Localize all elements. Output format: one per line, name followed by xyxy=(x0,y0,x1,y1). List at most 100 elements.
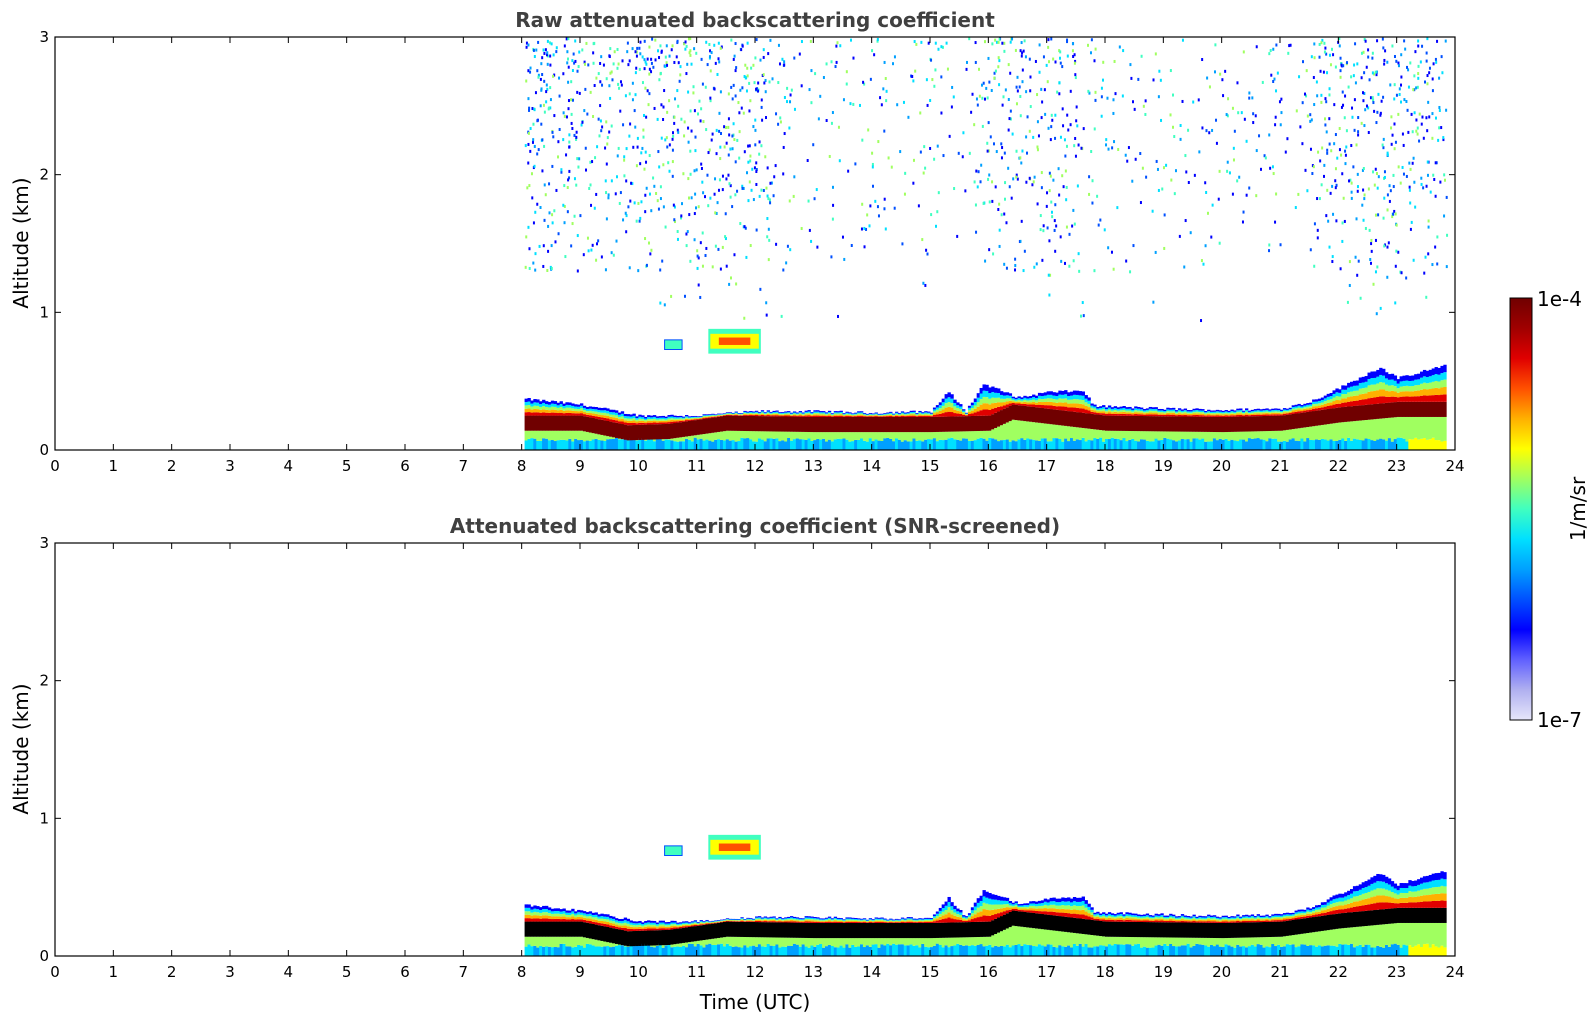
noise-speckle xyxy=(536,119,539,123)
heat-cell xyxy=(533,908,537,912)
noise-speckle xyxy=(1286,137,1289,141)
heat-cell xyxy=(1309,439,1313,450)
heat-cell xyxy=(1096,438,1100,450)
noise-speckle xyxy=(764,116,767,120)
heat-cell xyxy=(1367,404,1371,420)
noise-speckle xyxy=(701,180,704,184)
x-tick-label: 13 xyxy=(804,457,823,475)
heat-cell xyxy=(717,937,721,945)
noise-speckle xyxy=(1426,160,1429,164)
heat-cell xyxy=(644,943,648,956)
heat-cell xyxy=(1043,408,1048,424)
heat-cell xyxy=(705,415,709,416)
noise-speckle xyxy=(546,39,549,43)
heat-cell xyxy=(950,431,954,438)
heat-cell xyxy=(1207,412,1211,414)
heat-cell xyxy=(617,438,622,440)
heat-cell xyxy=(702,947,706,956)
heat-cell xyxy=(603,440,607,450)
noise-speckle xyxy=(665,44,668,48)
heat-cell xyxy=(1323,403,1328,407)
noise-speckle xyxy=(1050,125,1053,129)
noise-speckle xyxy=(1372,282,1375,286)
heat-cell xyxy=(696,924,700,925)
noise-speckle xyxy=(1341,221,1344,225)
heat-cell xyxy=(1431,368,1435,376)
noise-speckle xyxy=(631,81,634,85)
x-tick-label: 18 xyxy=(1095,457,1114,475)
heat-cell xyxy=(720,921,724,922)
noise-speckle xyxy=(982,201,985,205)
heat-cell xyxy=(1274,412,1278,415)
heat-cell xyxy=(979,404,983,411)
noise-speckle xyxy=(1367,55,1370,59)
heat-cell xyxy=(676,441,680,450)
heat-cell xyxy=(921,415,925,417)
heat-cell xyxy=(1075,399,1080,404)
heat-cell xyxy=(539,430,543,441)
heat-cell xyxy=(711,417,715,433)
heat-cell xyxy=(1329,396,1333,400)
heat-cell xyxy=(886,414,890,416)
heat-cell xyxy=(574,946,578,956)
noise-speckle xyxy=(1356,185,1359,189)
heat-cell xyxy=(545,905,549,909)
noise-speckle xyxy=(1444,39,1447,43)
heat-cell xyxy=(682,416,686,418)
heat-cell xyxy=(927,414,931,416)
noise-speckle xyxy=(536,69,539,73)
noise-speckle xyxy=(1407,85,1410,89)
heat-cell xyxy=(1256,411,1260,414)
heat-cell xyxy=(1294,406,1298,409)
heat-cell xyxy=(854,415,858,417)
heat-cell xyxy=(542,406,546,410)
heat-cell xyxy=(807,412,811,415)
heat-cell xyxy=(921,413,925,415)
noise-speckle xyxy=(541,73,544,77)
noise-speckle xyxy=(1399,181,1402,185)
noise-speckle xyxy=(1325,130,1328,134)
heat-cell xyxy=(1107,439,1112,450)
heat-cell xyxy=(609,918,613,921)
noise-speckle xyxy=(910,74,913,78)
noise-speckle xyxy=(1323,41,1326,45)
noise-speckle xyxy=(644,60,647,64)
heat-cell xyxy=(545,915,549,919)
noise-speckle xyxy=(719,267,722,271)
heat-cell xyxy=(585,912,590,915)
heat-cell xyxy=(950,416,954,432)
heat-cell xyxy=(1393,375,1398,381)
heat-cell xyxy=(550,947,555,956)
noise-speckle xyxy=(762,48,765,52)
noise-speckle xyxy=(1382,216,1385,220)
heat-cell xyxy=(1011,440,1015,450)
heat-cell xyxy=(1364,393,1368,400)
heat-cell xyxy=(638,416,642,419)
heat-cell xyxy=(1393,391,1398,397)
heat-cell xyxy=(1268,410,1272,412)
heat-cell xyxy=(1428,382,1433,390)
noise-speckle xyxy=(558,94,561,98)
heat-cell xyxy=(1300,404,1304,407)
noise-speckle xyxy=(1184,154,1187,158)
noise-speckle xyxy=(957,151,960,155)
heat-cell xyxy=(623,420,628,423)
heat-cell xyxy=(781,415,785,417)
noise-speckle xyxy=(1077,252,1080,256)
heat-cell xyxy=(1128,415,1132,432)
heat-cell xyxy=(670,924,674,926)
noise-speckle xyxy=(749,154,752,158)
heat-cell xyxy=(1303,405,1307,408)
heat-cell xyxy=(699,418,703,419)
heat-cell xyxy=(997,402,1001,407)
heat-cell xyxy=(877,416,881,433)
heat-cell xyxy=(988,415,992,431)
noise-speckle xyxy=(545,83,548,87)
noise-speckle xyxy=(677,61,680,65)
heat-cell xyxy=(1364,438,1368,450)
heat-cell xyxy=(784,411,788,413)
heat-cell xyxy=(550,911,555,914)
noise-speckle xyxy=(732,122,735,126)
heat-cell xyxy=(687,420,692,421)
heat-cell xyxy=(1058,394,1062,399)
